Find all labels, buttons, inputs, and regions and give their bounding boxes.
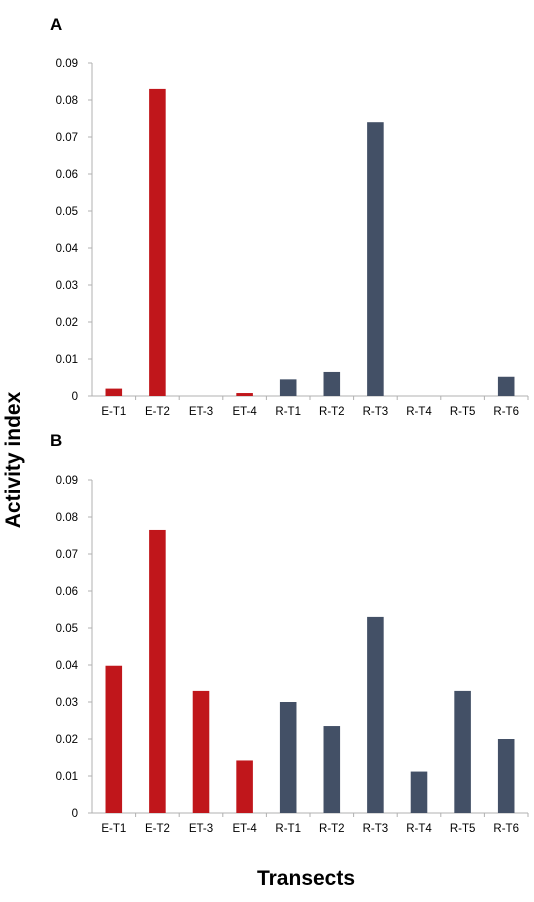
bar-r-t3: [367, 122, 384, 396]
x-tick-label: R-T5: [450, 823, 476, 835]
x-tick-label: E-T2: [145, 406, 170, 418]
bar-et-3: [192, 690, 210, 813]
bar-e-t2: [149, 88, 166, 397]
bar-e-t1: [105, 665, 123, 813]
y-tick-label: 0.02: [56, 734, 78, 746]
panel-label-a: A: [50, 15, 62, 34]
x-tick-label: R-T6: [493, 406, 519, 418]
bar-r-t1: [279, 702, 297, 813]
x-tick-label: R-T6: [493, 823, 519, 835]
x-tick-label: ET-3: [189, 406, 213, 418]
y-tick-label: 0.05: [56, 623, 78, 635]
y-tick-label: 0.08: [56, 95, 78, 107]
x-tick-label: ET-4: [232, 823, 257, 835]
y-tick-label: 0: [72, 391, 78, 403]
x-tick-label: R-T4: [406, 406, 432, 418]
y-tick-label: 0.02: [56, 317, 78, 329]
bar-e-t1: [105, 388, 123, 396]
y-tick-label: 0.03: [56, 280, 78, 292]
x-tick-label: ET-4: [232, 406, 257, 418]
x-tick-label: E-T1: [101, 406, 126, 418]
y-tick-label: 0.01: [56, 771, 78, 783]
y-tick-label: 0.04: [56, 660, 79, 672]
x-tick-label: ET-3: [189, 823, 213, 835]
x-tick-label: R-T4: [406, 823, 432, 835]
y-tick-label: 0.09: [56, 475, 78, 487]
bar-r-t5: [454, 690, 471, 813]
bar-e-t2: [149, 529, 166, 813]
bar-et-4: [236, 760, 253, 813]
bar-r-t2: [323, 371, 341, 396]
y-tick-label: 0.03: [56, 697, 78, 709]
chart-b: 0 0.01 0.02 0.03 0.04 0.05 0.06 0.07 0.08 0.09 E-T…: [56, 475, 529, 835]
y-tick-label: 0: [72, 808, 78, 820]
chart-a: 0 0.01 0.02 0.03 0.04 0.05 0.06 0.07 0.08 0.09 E-T…: [56, 58, 529, 418]
x-tick-label: R-T2: [319, 406, 345, 418]
x-axis-title: Transects: [257, 867, 355, 890]
y-tick-label: 0.09: [56, 58, 78, 70]
bar-r-t6: [497, 376, 515, 396]
x-tick-label: R-T3: [363, 823, 389, 835]
bar-r-t1: [279, 379, 297, 396]
x-tick-label: R-T5: [450, 406, 476, 418]
y-tick-label: 0.04: [56, 243, 79, 255]
bar-r-t2: [323, 726, 341, 813]
x-tick-label: E-T2: [145, 823, 170, 835]
bar-r-t4: [410, 771, 428, 813]
y-tick-label: 0.06: [56, 586, 78, 598]
y-tick-label: 0.01: [56, 354, 78, 366]
x-tick-label: R-T2: [319, 823, 345, 835]
bar-et-4: [236, 393, 253, 396]
y-axis-title: Activity index: [2, 391, 25, 528]
bar-r-t3: [367, 616, 384, 813]
y-tick-label: 0.07: [56, 549, 78, 561]
panel-label-b: B: [50, 431, 62, 450]
x-tick-label: R-T1: [275, 406, 301, 418]
bar-r-t6: [497, 739, 515, 813]
x-tick-label: E-T1: [101, 823, 126, 835]
y-tick-label: 0.07: [56, 132, 78, 144]
x-tick-label: R-T1: [275, 823, 301, 835]
y-tick-label: 0.06: [56, 169, 78, 181]
y-tick-label: 0.08: [56, 512, 78, 524]
y-tick-label: 0.05: [56, 206, 78, 218]
x-tick-label: R-T3: [363, 406, 389, 418]
